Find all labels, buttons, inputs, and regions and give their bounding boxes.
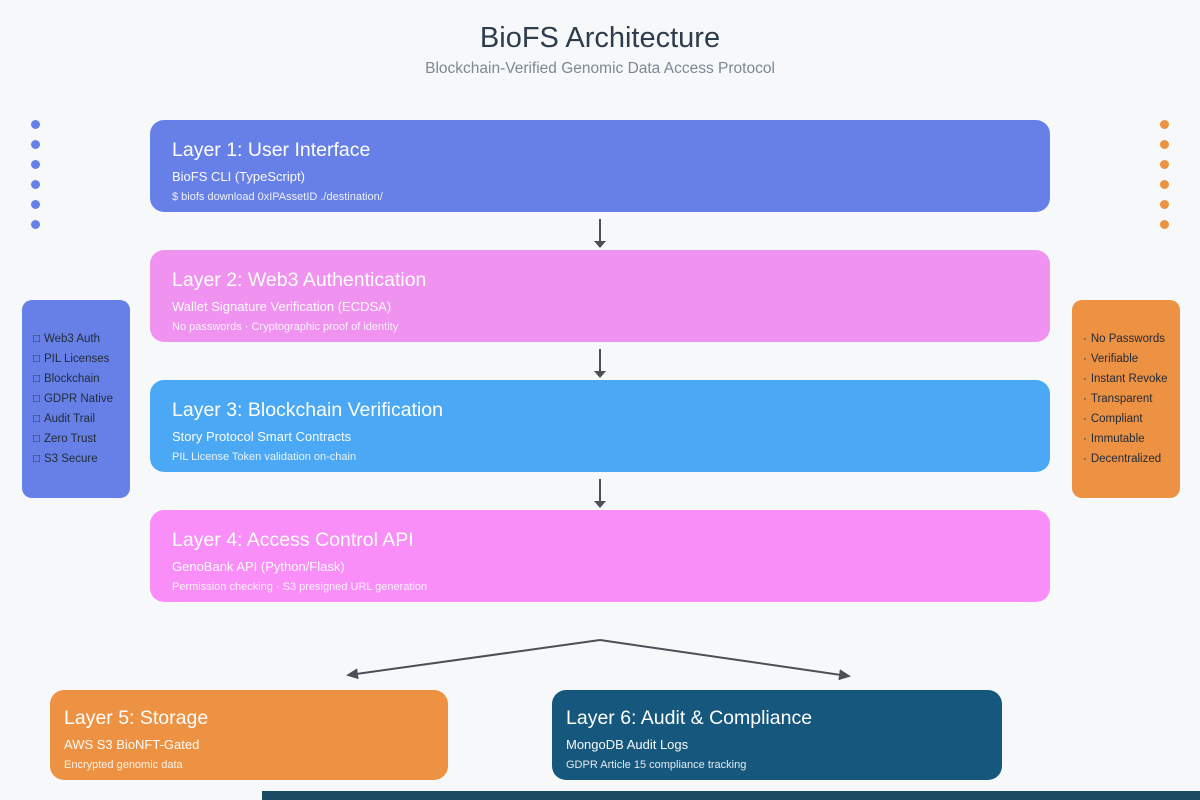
- layer-subtitle: BioFS CLI (TypeScript): [172, 169, 305, 184]
- right-panel-item: · Decentralized: [1083, 449, 1180, 469]
- dot-icon: [1160, 140, 1169, 149]
- right-panel-item: · No Passwords: [1083, 329, 1180, 349]
- checkbox-glyph-icon: □: [33, 393, 40, 405]
- right-panel-item-label: Instant Revoke: [1090, 373, 1168, 385]
- right-panel-item-label: No Passwords: [1090, 333, 1165, 345]
- bottom-window-edge: [262, 791, 1200, 800]
- right-panel-item-label: Verifiable: [1090, 353, 1139, 365]
- dot-icon: [31, 160, 40, 169]
- layer-1-user-interface-box: Layer 1: User Interface BioFS CLI (TypeS…: [150, 120, 1050, 212]
- layer-detail: Encrypted genomic data: [64, 759, 183, 771]
- dot-icon: [31, 140, 40, 149]
- down-arrow-icon: [594, 349, 606, 378]
- layer-subtitle: AWS S3 BioNFT-Gated: [64, 737, 200, 752]
- left-panel-item: □ Zero Trust: [33, 429, 130, 449]
- dot-icon: [1160, 220, 1169, 229]
- dot-icon: [1160, 120, 1169, 129]
- layer-6-audit-compliance-box: Layer 6: Audit & Compliance MongoDB Audi…: [552, 690, 1002, 780]
- left-panel-item-label: S3 Secure: [43, 453, 98, 465]
- dot-icon: [31, 220, 40, 229]
- benefits-panel-right: · No Passwords · Verifiable · Instant Revok…: [1072, 300, 1180, 498]
- branch-arrows-icon: [346, 639, 851, 681]
- right-panel-item-label: Compliant: [1090, 413, 1143, 425]
- right-panel-item-label: Decentralized: [1090, 453, 1162, 465]
- dot-icon: [31, 120, 40, 129]
- layer-3-blockchain-verification-box: Layer 3: Blockchain Verification Story P…: [150, 380, 1050, 472]
- layer-title: Layer 3: Blockchain Verification: [172, 399, 443, 421]
- bullet-dot-icon: ·: [1083, 413, 1087, 425]
- checkbox-glyph-icon: □: [33, 453, 40, 465]
- layer-detail: GDPR Article 15 compliance tracking: [566, 759, 747, 771]
- left-panel-item-label: Blockchain: [43, 373, 100, 385]
- left-panel-item-label: PIL Licenses: [43, 353, 110, 365]
- layer-title: Layer 6: Audit & Compliance: [566, 707, 813, 729]
- left-panel-item: □ PIL Licenses: [33, 349, 130, 369]
- left-panel-item: □ S3 Secure: [33, 449, 130, 469]
- layer-title: Layer 4: Access Control API: [172, 529, 414, 551]
- dot-icon: [1160, 200, 1169, 209]
- right-panel-item: · Immutable: [1083, 429, 1180, 449]
- layer-detail: PIL License Token validation on-chain: [172, 451, 357, 463]
- layer-detail: No passwords · Cryptographic proof of id…: [172, 321, 399, 333]
- bullet-dot-icon: ·: [1083, 333, 1087, 345]
- bullet-dot-icon: ·: [1083, 373, 1087, 385]
- layer-subtitle: Story Protocol Smart Contracts: [172, 429, 352, 444]
- checkbox-glyph-icon: □: [33, 353, 40, 365]
- dot-icon: [31, 180, 40, 189]
- right-panel-item-label: Transparent: [1090, 393, 1153, 405]
- dot-icon: [1160, 160, 1169, 169]
- bullet-dot-icon: ·: [1083, 453, 1087, 465]
- right-panel-item: · Compliant: [1083, 409, 1180, 429]
- layer-2-web3-authentication-box: Layer 2: Web3 Authentication Wallet Sign…: [150, 250, 1050, 342]
- left-panel-item-label: Zero Trust: [43, 433, 97, 445]
- page-subtitle: Blockchain-Verified Genomic Data Access …: [425, 60, 775, 77]
- down-arrow-icon: [594, 219, 606, 248]
- left-panel-item: □ Audit Trail: [33, 409, 130, 429]
- bullet-dot-icon: ·: [1083, 393, 1087, 405]
- layer-4-access-control-api-box: Layer 4: Access Control API GenoBank API…: [150, 510, 1050, 602]
- layer-subtitle: Wallet Signature Verification (ECDSA): [172, 299, 392, 314]
- layer-subtitle: GenoBank API (Python/Flask): [172, 559, 345, 574]
- left-panel-item: □ Web3 Auth: [33, 329, 130, 349]
- left-panel-item-label: Web3 Auth: [43, 333, 101, 345]
- right-panel-item: · Transparent: [1083, 389, 1180, 409]
- right-panel-item: · Instant Revoke: [1083, 369, 1180, 389]
- right-dot-column: [1160, 120, 1169, 229]
- dot-icon: [31, 200, 40, 209]
- layer-detail: Permission checking · S3 presigned URL g…: [172, 581, 428, 593]
- checkbox-glyph-icon: □: [33, 433, 40, 445]
- dot-icon: [1160, 180, 1169, 189]
- down-arrow-icon: [594, 479, 606, 508]
- left-panel-item-label: Audit Trail: [43, 413, 96, 425]
- layer-subtitle: MongoDB Audit Logs: [566, 737, 689, 752]
- layer-title: Layer 1: User Interface: [172, 139, 371, 161]
- bullet-dot-icon: ·: [1083, 433, 1087, 445]
- right-panel-item: · Verifiable: [1083, 349, 1180, 369]
- left-panel-item: □ Blockchain: [33, 369, 130, 389]
- left-panel-item: □ GDPR Native: [33, 389, 130, 409]
- features-panel-left: □ Web3 Auth □ PIL Licenses □ Blockchain □ GD…: [22, 300, 130, 498]
- checkbox-glyph-icon: □: [33, 333, 40, 345]
- checkbox-glyph-icon: □: [33, 413, 40, 425]
- checkbox-glyph-icon: □: [33, 373, 40, 385]
- bullet-dot-icon: ·: [1083, 353, 1087, 365]
- layer-title: Layer 2: Web3 Authentication: [172, 269, 427, 291]
- left-dot-column: [31, 120, 40, 229]
- layer-5-storage-box: Layer 5: Storage AWS S3 BioNFT-Gated Enc…: [50, 690, 448, 780]
- page-title: BioFS Architecture: [479, 22, 721, 54]
- layer-title: Layer 5: Storage: [64, 707, 209, 729]
- left-panel-item-label: GDPR Native: [43, 393, 113, 405]
- right-panel-item-label: Immutable: [1090, 433, 1145, 445]
- layer-detail: $ biofs download 0xIPAssetID ./destinati…: [172, 191, 383, 203]
